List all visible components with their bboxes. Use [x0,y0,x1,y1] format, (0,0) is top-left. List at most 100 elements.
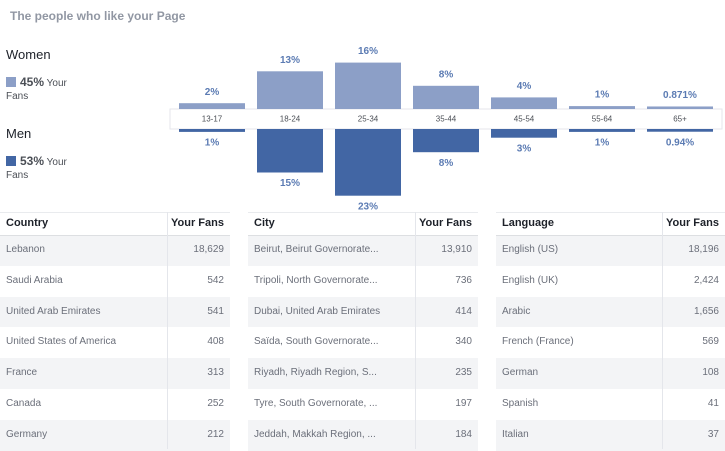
row-fans: 37 [707,428,719,440]
bar [257,129,323,173]
table-row [248,419,478,451]
age-label: 65+ [673,115,687,124]
table-row [0,389,230,420]
row-name: English (UK) [502,274,559,286]
legend-caption: Your Fans [6,157,67,181]
table-row [0,265,230,297]
legend-share: 53% [20,154,45,168]
table-row [248,265,478,297]
table-row [248,358,478,389]
header-row [496,212,725,236]
row-fans: 252 [207,398,224,409]
value-label: 16% [358,46,378,57]
row-name: United States of America [6,336,117,348]
row-fans: 18,629 [193,244,224,255]
table: English (US) 18,196 English (UK) 2,424 Arabi… [496,212,725,451]
legend-summary: 53% Your Fans [6,155,81,182]
row-fans: 408 [207,336,224,348]
table-row [0,419,230,451]
bar [491,97,557,109]
table-row [0,235,230,266]
row-name: Arabic [502,305,531,317]
value-label: 1% [595,138,610,149]
legend-summary: 45% Your Fans [6,76,81,103]
table-row [496,327,725,359]
table: Lebanon 18,629 Saudi Arabia 542 United Arab … [0,212,230,451]
age-label: 35-44 [436,115,457,124]
table-row [248,327,478,359]
age-label: 55-64 [592,115,613,124]
row-name: French (France) [502,336,574,348]
bar [413,129,479,153]
bar [335,129,401,196]
row-fans: 2,424 [693,274,719,286]
header-name: Country [6,217,49,229]
legend-swatch [6,77,16,87]
row-name: Saudi Arabia [6,274,63,286]
bar [647,106,713,109]
table-row [0,296,230,328]
value-label: 15% [280,178,300,189]
value-label: 1% [595,90,610,101]
bar [647,129,713,132]
row-fans: 235 [455,367,472,379]
value-label: 23% [358,201,378,212]
row-fans: 18,196 [688,244,719,255]
table-row [496,265,725,297]
table-row [496,419,725,451]
bar [413,85,479,109]
table-row [496,296,725,328]
row-name: Dubai, United Arab Emirates [254,305,381,317]
header-fans: Your Fans [666,217,719,229]
row-fans: 13,910 [441,244,472,255]
bar [491,129,557,138]
table-row [496,358,725,389]
row-fans: 41 [707,398,719,409]
row-name: Tripoli, North Governorate... [254,274,378,286]
bar [179,129,245,132]
table-row [496,389,725,420]
table: Beirut, Beirut Governorate... 13,910 Tripo… [248,212,478,451]
value-label: 8% [439,158,454,169]
column-divider [662,212,663,449]
table-row [496,235,725,266]
column-divider [167,212,168,449]
age-label: 45-54 [514,115,535,124]
table-row [248,296,478,328]
row-name: Jeddah, Makkah Region, ... [254,428,376,440]
age-label: 13-17 [202,115,223,124]
legend-share: 45% [20,75,45,89]
value-label: 3% [517,143,532,154]
row-name: Germany [6,428,48,440]
legend-name: Men [6,126,32,141]
header-row [248,212,478,236]
value-label: 4% [517,81,532,92]
row-name: English (US) [502,244,559,255]
header-fans: Your Fans [419,217,472,229]
header-name: City [254,217,275,229]
row-fans: 542 [207,274,224,286]
age-label: 18-24 [280,115,301,124]
row-name: Riyadh, Riyadh Region, S... [254,367,377,379]
row-name: France [6,367,38,379]
bar [179,103,245,109]
value-label: 0.871% [663,90,697,101]
table-row [0,327,230,359]
row-fans: 541 [207,305,224,317]
row-name: Italian [502,428,529,440]
row-fans: 184 [455,428,472,440]
value-label: 8% [439,69,454,80]
row-name: Canada [6,398,42,409]
table-row [0,358,230,389]
row-name: Spanish [502,398,539,409]
value-label: 1% [205,138,220,149]
row-fans: 736 [455,274,472,286]
value-label: 2% [205,87,220,98]
header-row [0,212,230,236]
value-label: 0.94% [666,137,694,148]
age-gender-chart: 13-17 2% 1% 18-24 13% 15% 25-34 16% 23% 35-44 8% 8%… [169,46,723,212]
table-row [248,389,478,420]
header-name: Language [502,217,554,229]
bar [257,71,323,109]
